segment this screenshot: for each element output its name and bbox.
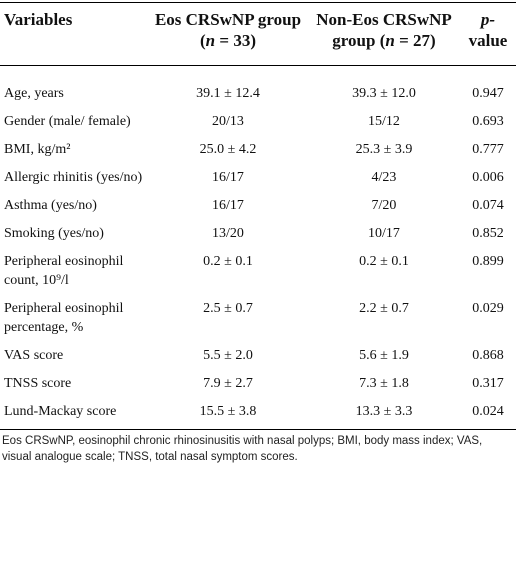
header-text: Variables <box>4 10 73 29</box>
table-cell: 4/23 <box>371 170 397 185</box>
table-row: Gender (male/ female) 20/13 15/12 0.693 <box>0 107 516 135</box>
table-cell: VAS score <box>4 348 64 363</box>
table-cell: 16/17 <box>212 198 244 213</box>
table-row: Lund-Mackay score 15.5 ± 3.8 13.3 ± 3.3 0.0… <box>0 397 516 430</box>
table-row: Asthma (yes/no) 16/17 7/20 0.074 <box>0 191 516 219</box>
table-cell: 2.2 ± 0.7 <box>359 301 409 316</box>
table-cell: 0.777 <box>472 142 504 157</box>
table-row: Smoking (yes/no) 13/20 10/17 0.852 <box>0 219 516 247</box>
header-text: value <box>468 31 508 50</box>
header-cell: Variables <box>0 2 148 66</box>
table-row: Peripheral eosinophil count, 10⁹/l 0.2 ± … <box>0 247 516 294</box>
table-cell: 20/13 <box>212 114 244 129</box>
table-cell: 0.029 <box>472 301 504 316</box>
table-cell: 5.5 ± 2.0 <box>203 348 253 363</box>
table-cell: Lund-Mackay score <box>0 397 148 430</box>
header-cell: p- value <box>460 2 516 66</box>
header-text: = 33) <box>215 31 256 50</box>
table-cell: Gender (male/ female) <box>4 114 131 129</box>
header-text: Non-Eos CRSwNP group ( <box>316 10 452 50</box>
table-cell: 0.947 <box>472 86 504 101</box>
header-text: = 27) <box>394 31 436 50</box>
data-table: Variables Eos CRSwNP group (n = 33) Non-Eo… <box>0 2 516 430</box>
header-cell: Eos CRSwNP group (n = 33) <box>148 2 308 66</box>
header-text: Eos CRSwNP group ( <box>154 10 302 50</box>
table-cell: 25.0 ± 4.2 <box>199 142 257 157</box>
table-cell: 39.1 ± 12.4 <box>196 86 260 101</box>
table-row: Allergic rhinitis (yes/no) 16/17 4/23 0.006 <box>0 163 516 191</box>
table-cell: 16/17 <box>212 170 244 185</box>
table-cell: 0.868 <box>472 348 504 363</box>
table-cell: Asthma (yes/no) <box>4 198 97 213</box>
table-cell: 5.6 ± 1.9 <box>359 348 409 363</box>
table-cell: Smoking (yes/no) <box>4 226 104 241</box>
table-cell: 15/12 <box>368 114 400 129</box>
table-row: Peripheral eosinophil percentage, % 2.5 ±… <box>0 294 516 341</box>
table-cell: 7.9 ± 2.7 <box>203 376 253 391</box>
table-cell: 2.5 ± 0.7 <box>203 301 253 316</box>
table-row: BMI, kg/m² 25.0 ± 4.2 25.3 ± 3.9 0.777 <box>0 135 516 163</box>
table-row: Age, years 39.1 ± 12.4 39.3 ± 12.0 0.947 <box>0 66 516 108</box>
header-cell: Non-Eos CRSwNP group (n = 27) <box>308 2 460 66</box>
table-cell: 13/20 <box>212 226 244 241</box>
table-cell: 0.693 <box>472 114 504 129</box>
table-cell: 0.852 <box>472 226 504 241</box>
table-cell: 0.899 <box>472 254 504 269</box>
table-cell: 0.006 <box>472 170 504 185</box>
table-cell: 10/17 <box>368 226 400 241</box>
table-cell: 13.3 ± 3.3 <box>308 397 460 430</box>
table-cell: TNSS score <box>4 376 72 391</box>
table-row: TNSS score 7.9 ± 2.7 7.3 ± 1.8 0.317 <box>0 369 516 397</box>
table-cell: 25.3 ± 3.9 <box>355 142 413 157</box>
header-row: Variables Eos CRSwNP group (n = 33) Non-Eo… <box>0 2 516 66</box>
table-cell: Allergic rhinitis (yes/no) <box>4 170 143 185</box>
table-cell: 15.5 ± 3.8 <box>148 397 308 430</box>
table-cell: Peripheral eosinophil percentage, % <box>4 301 124 335</box>
table-cell: 0.2 ± 0.1 <box>359 254 409 269</box>
table-cell: 7.3 ± 1.8 <box>359 376 409 391</box>
table-cell: Peripheral eosinophil count, 10⁹/l <box>4 254 124 288</box>
table-cell: 7/20 <box>371 198 397 213</box>
table-cell: Age, years <box>4 86 64 101</box>
header-text: p- <box>480 10 496 29</box>
table-cell: 0.2 ± 0.1 <box>203 254 253 269</box>
header-text: n <box>205 31 216 50</box>
table-row: VAS score 5.5 ± 2.0 5.6 ± 1.9 0.868 <box>0 341 516 369</box>
table-cell: 0.317 <box>472 376 504 391</box>
table-cell: 39.3 ± 12.0 <box>352 86 416 101</box>
table-cell: 0.074 <box>472 198 504 213</box>
table-cell: 0.024 <box>460 397 516 430</box>
header-text: n <box>385 31 395 50</box>
footnote: Eos CRSwNP, eosinophil chronic rhinosinu… <box>2 435 483 463</box>
table-cell: BMI, kg/m² <box>4 142 71 157</box>
